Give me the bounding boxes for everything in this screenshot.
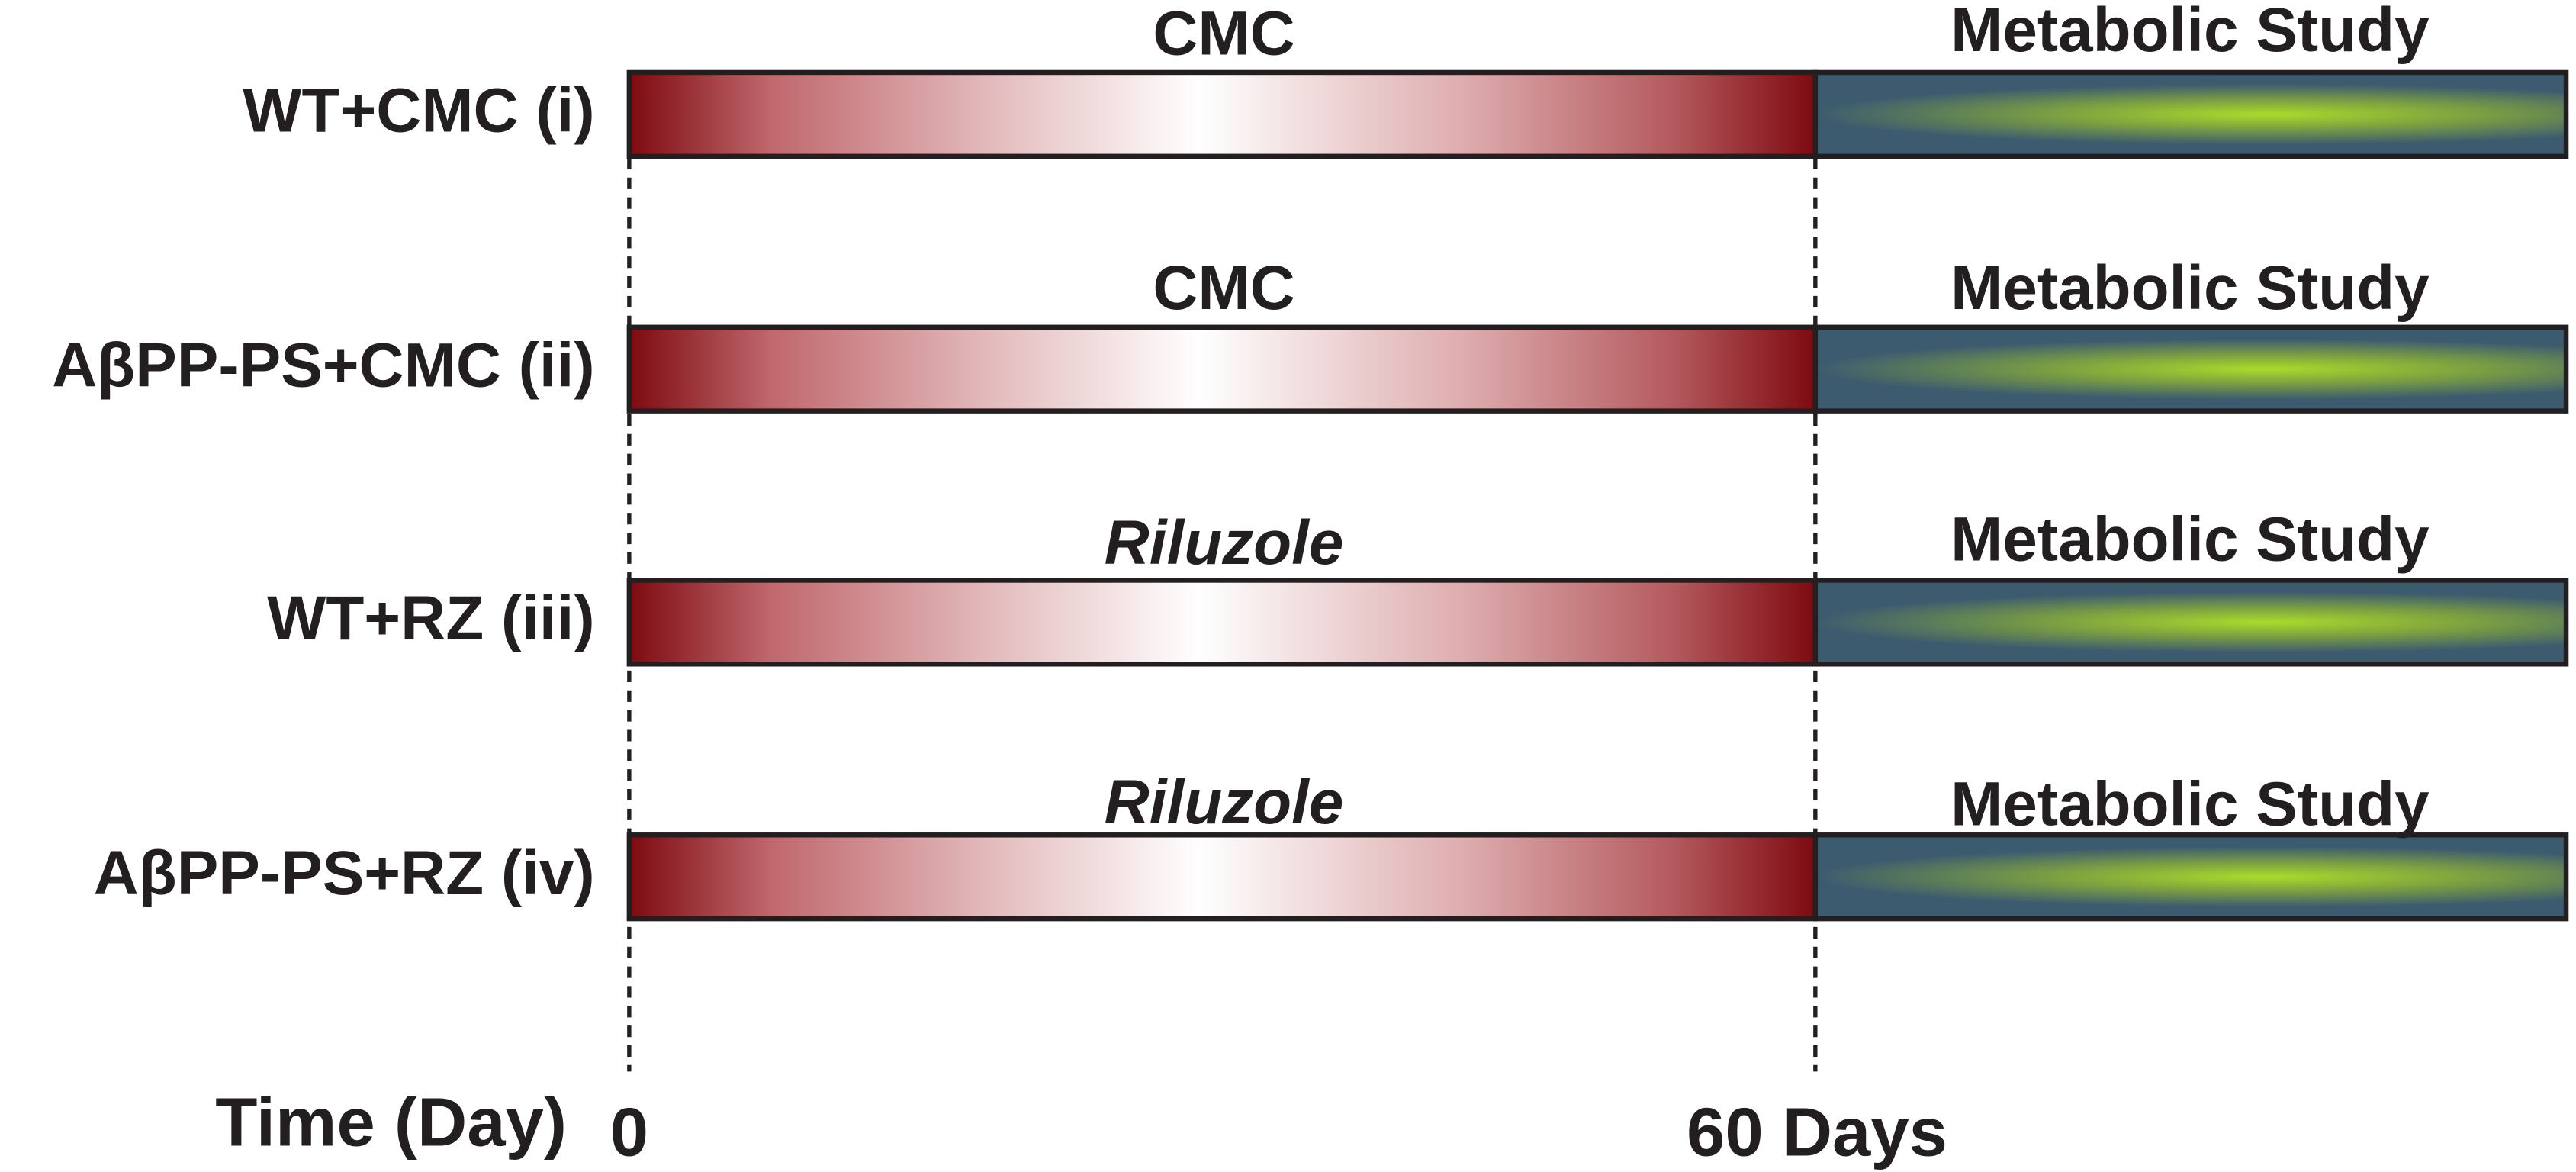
treatment-bar bbox=[626, 832, 1819, 922]
phase-label: Metabolic Study bbox=[1950, 253, 2430, 323]
treatment-bar bbox=[626, 69, 1819, 159]
treatment-bar bbox=[626, 578, 1819, 667]
row: AβPP-PS+RZ (iv) Riluzole Metabolic Study bbox=[94, 768, 2569, 922]
phase-label: Metabolic Study bbox=[1950, 505, 2430, 575]
phase-bar bbox=[1812, 578, 2569, 667]
phase-bar bbox=[1812, 69, 2569, 159]
row-label: WT+CMC (i) bbox=[243, 76, 594, 146]
row: WT+CMC (i) CMC Metabolic Study bbox=[243, 0, 2569, 159]
row: WT+RZ (iii) Riluzole Metabolic Study bbox=[267, 505, 2569, 667]
row-label: AβPP-PS+RZ (iv) bbox=[94, 839, 595, 908]
phase-label: Metabolic Study bbox=[1950, 0, 2430, 65]
treatment-label: Riluzole bbox=[1105, 768, 1344, 837]
row-label: AβPP-PS+CMC (ii) bbox=[52, 330, 594, 400]
axis-title: Time (Day) bbox=[215, 1083, 567, 1161]
axis-start: 0 bbox=[610, 1093, 648, 1170]
phase-bar bbox=[1812, 324, 2569, 414]
row: AβPP-PS+CMC (ii) CMC Metabolic Study bbox=[52, 253, 2569, 414]
row-label: WT+RZ (iii) bbox=[267, 584, 595, 653]
phase-bar bbox=[1812, 832, 2569, 922]
treatment-label: CMC bbox=[1153, 0, 1294, 68]
treatment-label: Riluzole bbox=[1105, 508, 1344, 578]
phase-label: Metabolic Study bbox=[1950, 769, 2430, 839]
axis-end: 60 Days bbox=[1687, 1093, 1947, 1170]
treatment-label: CMC bbox=[1153, 253, 1294, 323]
treatment-bar bbox=[626, 324, 1819, 414]
